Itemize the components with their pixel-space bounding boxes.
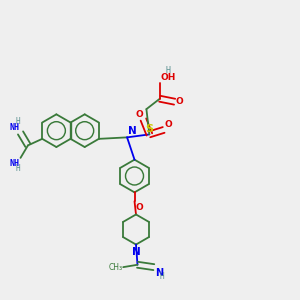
Text: S: S (146, 124, 153, 134)
Text: O: O (136, 203, 143, 212)
Text: H: H (166, 66, 171, 75)
Text: H: H (15, 117, 20, 126)
Text: N: N (132, 247, 140, 257)
Text: NH: NH (9, 159, 19, 168)
Text: N: N (128, 126, 136, 136)
Text: H: H (15, 164, 20, 173)
Text: O: O (135, 110, 143, 118)
Text: N: N (155, 268, 163, 278)
Text: O: O (164, 120, 172, 129)
Text: CH₃: CH₃ (108, 262, 122, 272)
Text: O: O (176, 97, 183, 106)
Text: NH: NH (9, 123, 19, 132)
Text: H: H (160, 272, 164, 281)
Text: OH: OH (160, 73, 176, 82)
